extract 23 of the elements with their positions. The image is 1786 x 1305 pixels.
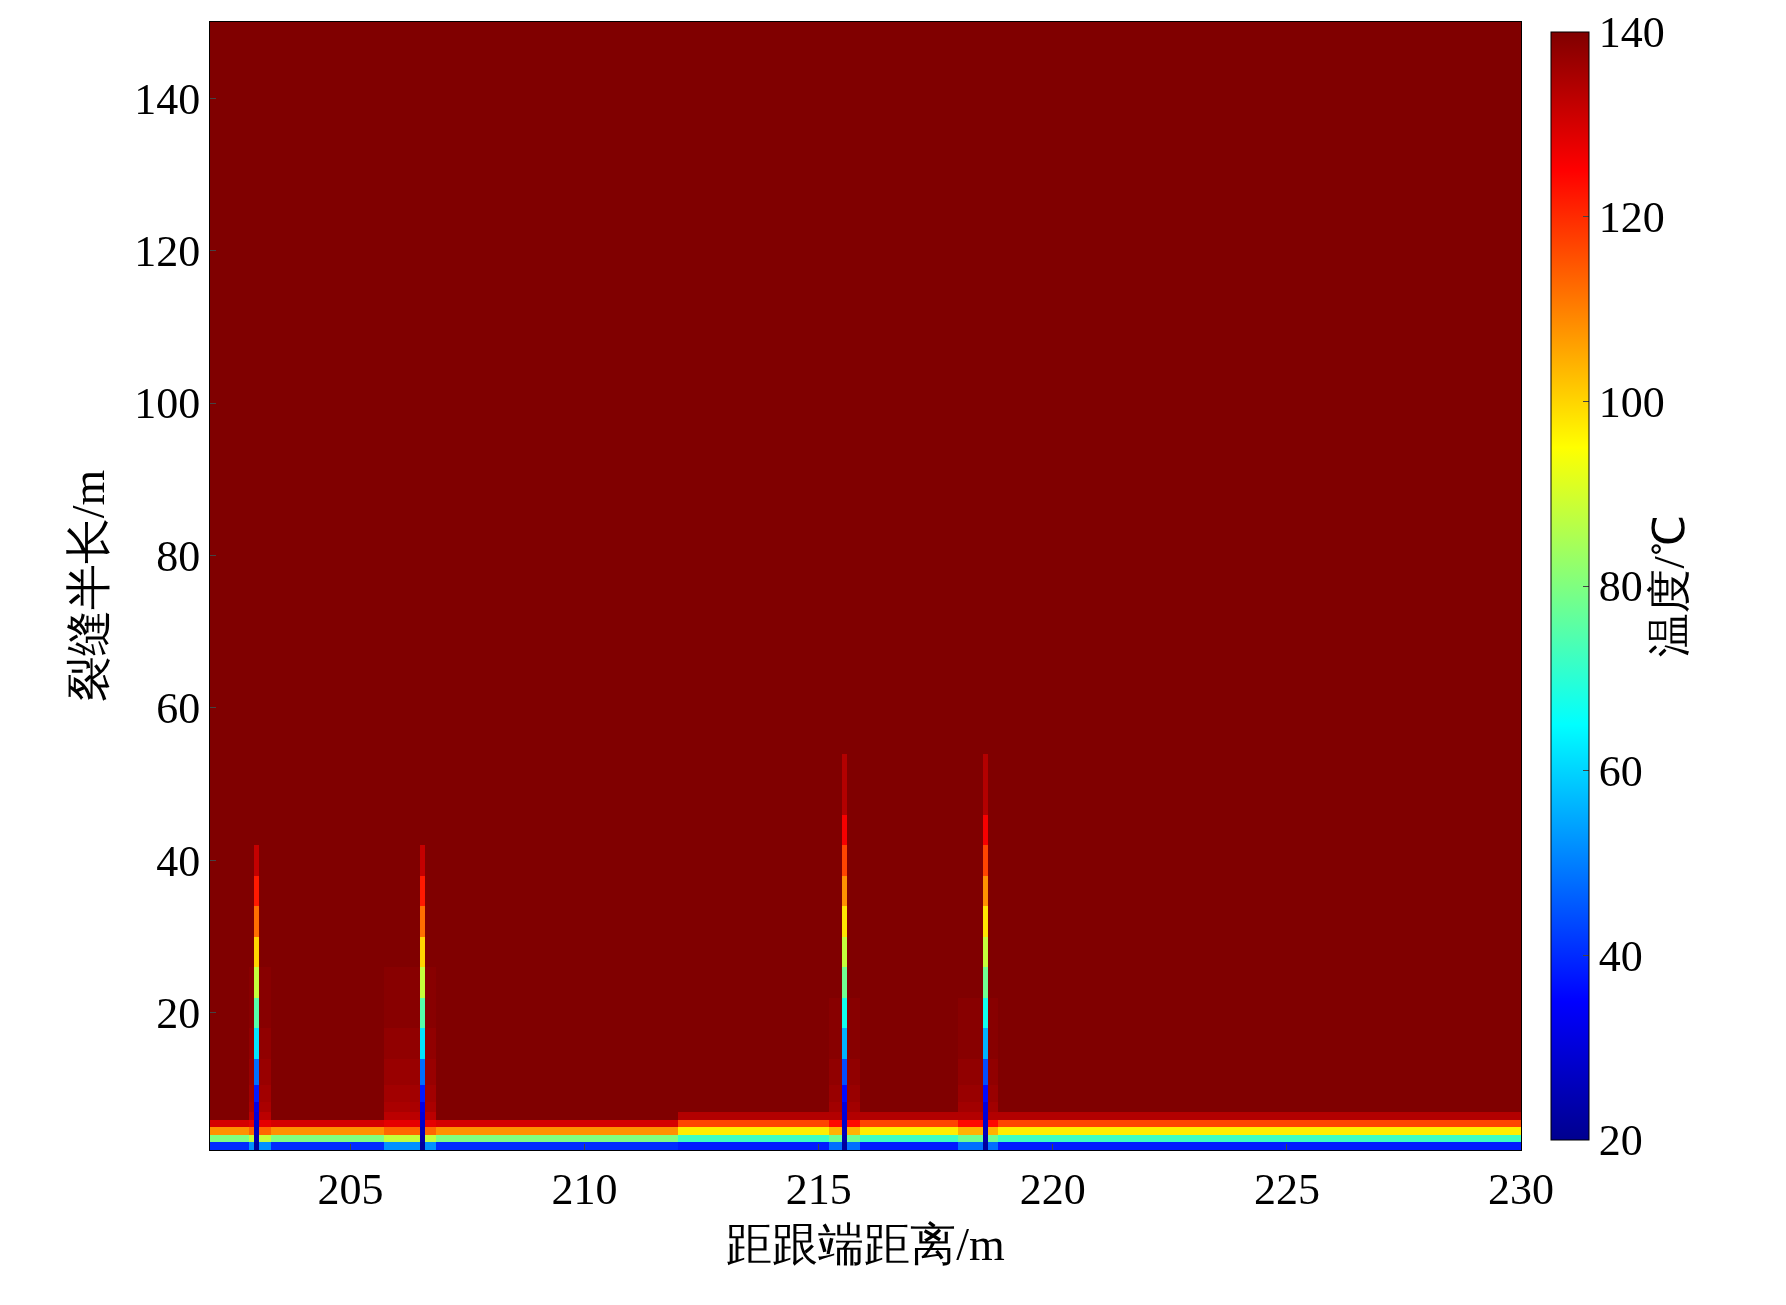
y-tick-label: 40 [156,836,201,886]
y-tick-label: 80 [156,531,201,581]
color-bar-label: 80 [1598,562,1643,612]
y-tick-label: 100 [134,379,201,429]
color-bar-label: 140 [1598,8,1665,58]
color-bar-title: 温度/℃ [1644,515,1694,657]
y-axis-title: 裂缝半长/m [62,469,114,703]
color-bar-label: 60 [1598,747,1643,797]
x-tick-label: 220 [1019,1164,1086,1214]
color-bar-label: 100 [1598,377,1665,427]
x-axis-title: 距跟端距离/m [726,1219,1005,1271]
y-tick-label: 140 [134,74,201,124]
y-tick-label: 60 [156,684,201,734]
color-bar-label: 20 [1598,1116,1643,1166]
color-bar-label: 120 [1598,193,1665,243]
x-tick-label: 215 [785,1164,852,1214]
y-tick-label: 20 [156,989,201,1039]
x-tick-label: 205 [317,1164,384,1214]
x-tick-label: 210 [551,1164,618,1214]
color-bar-label: 40 [1598,931,1643,981]
x-tick-label: 225 [1253,1164,1320,1214]
y-tick-label: 120 [134,227,201,277]
x-tick-label: 230 [1488,1164,1554,1214]
